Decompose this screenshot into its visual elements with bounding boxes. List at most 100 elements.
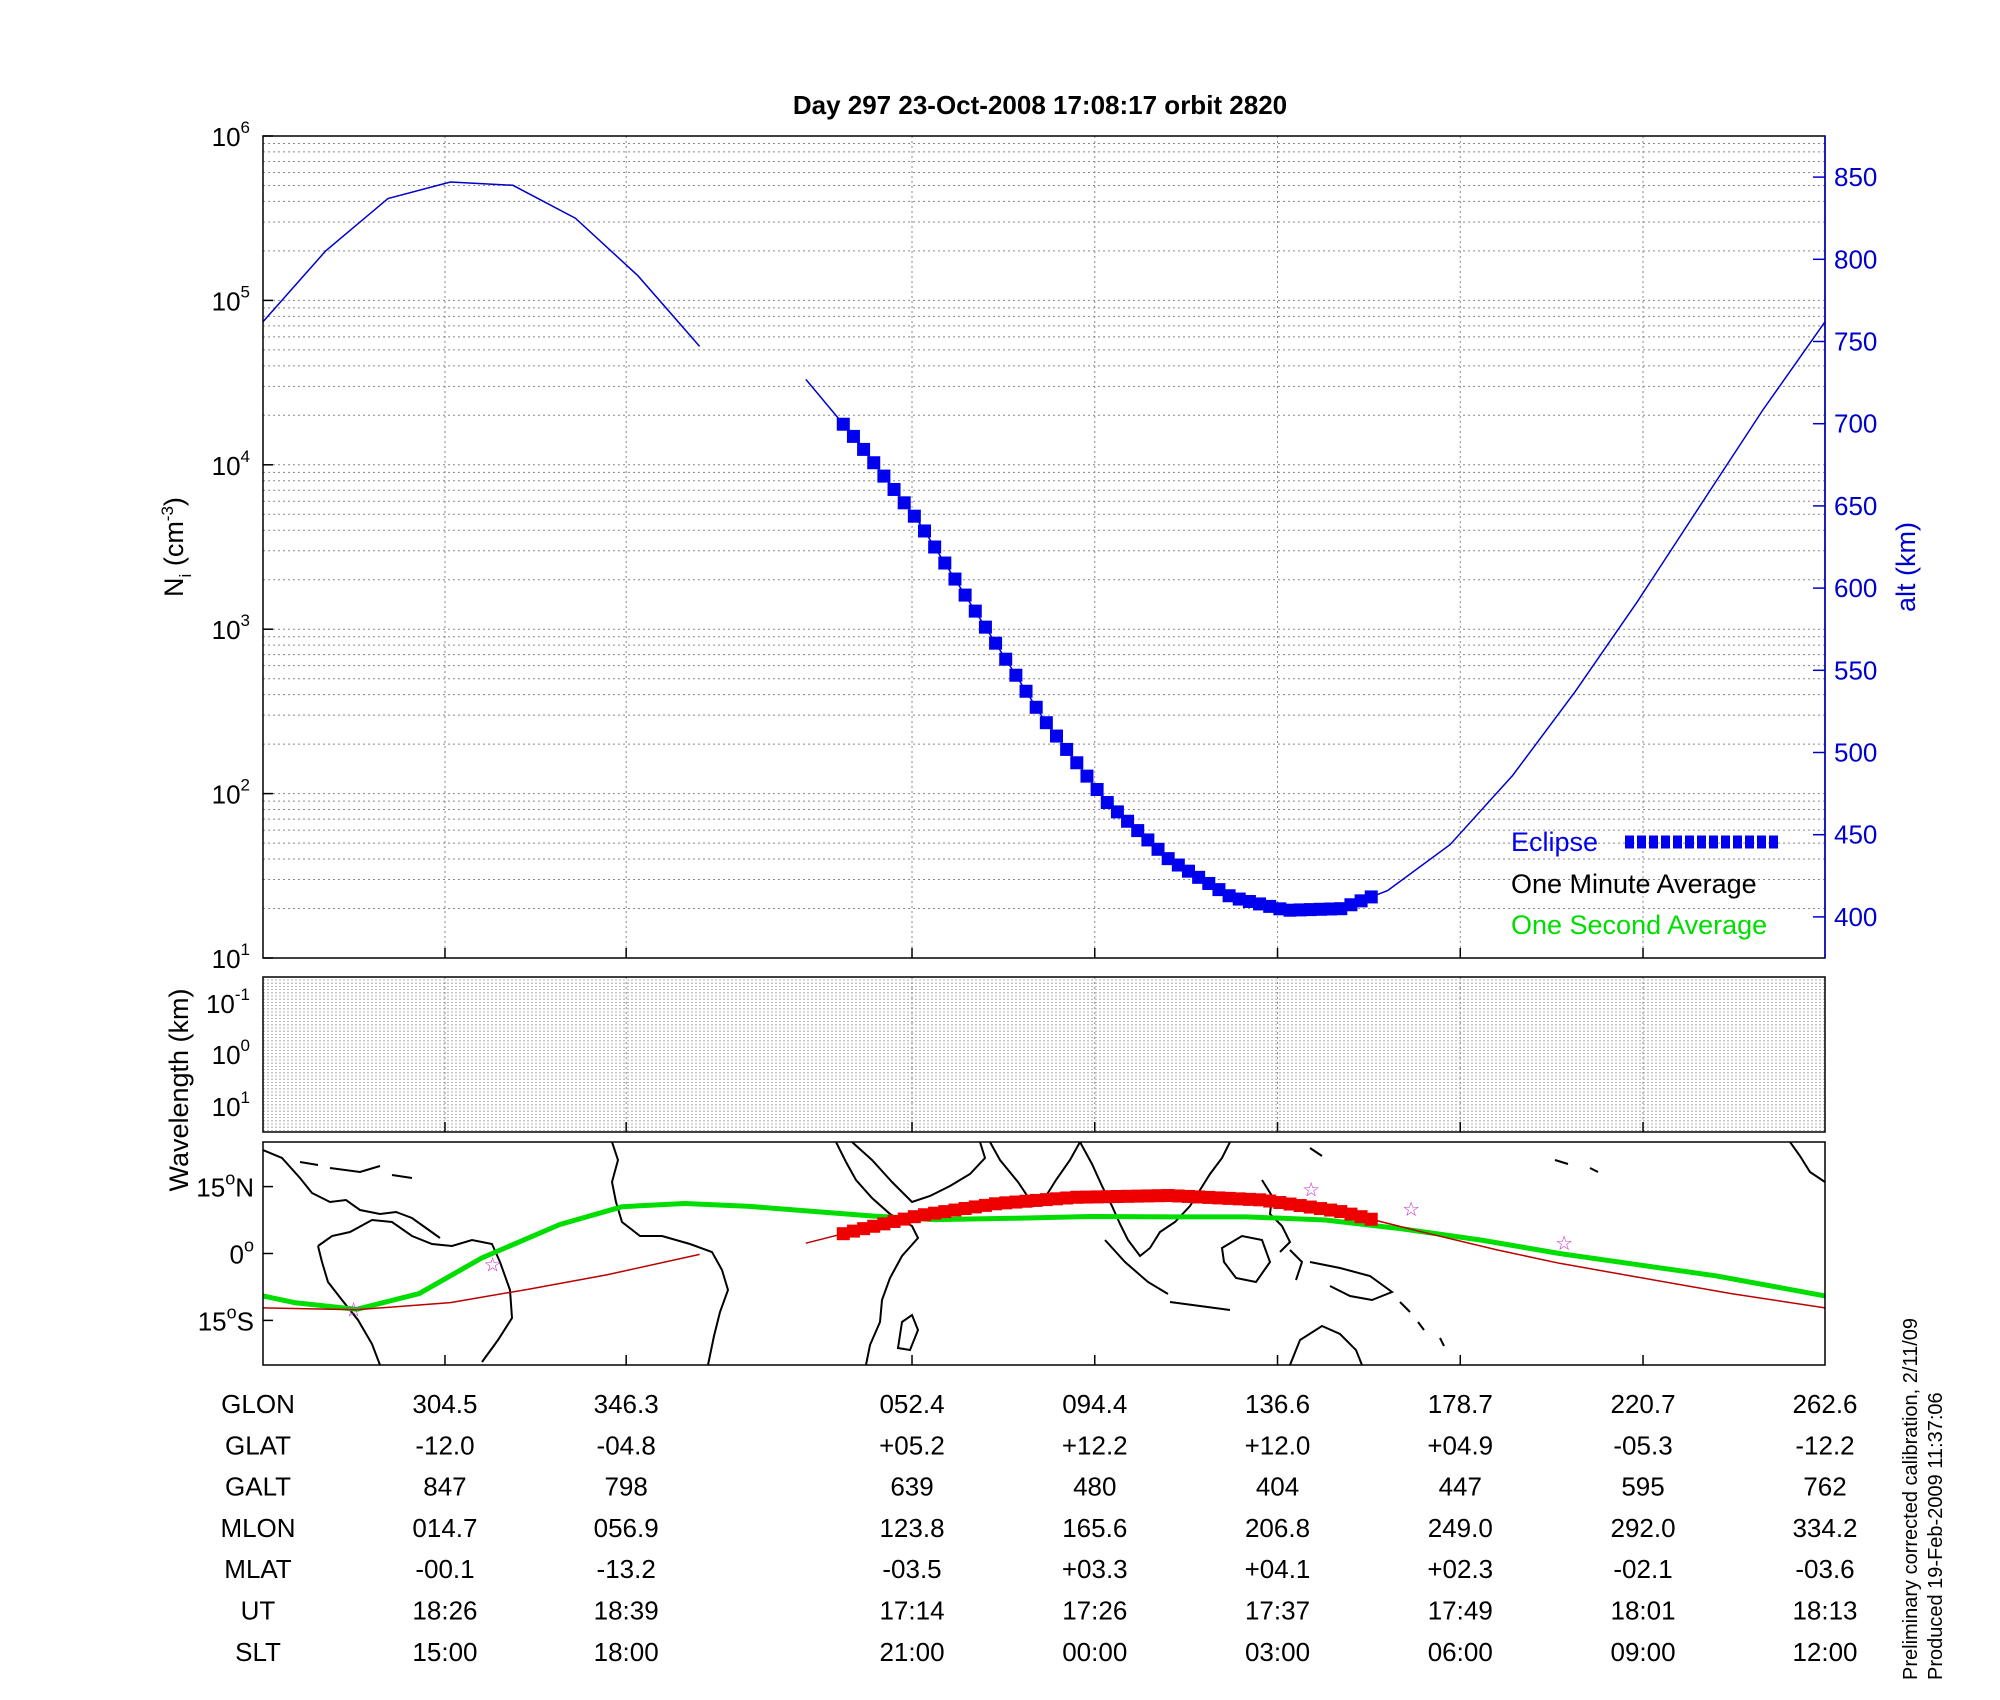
tick-base: 10 [212, 1092, 241, 1122]
map-y-tick-label: 15oS [198, 1302, 254, 1336]
map-eclipse-marker [897, 1212, 911, 1226]
eclipse-marker [968, 604, 982, 618]
tick-exponent: 4 [241, 447, 250, 466]
table-cell: 178.7 [1428, 1389, 1493, 1419]
table-cell: +12.0 [1245, 1430, 1311, 1460]
map-eclipse-marker [928, 1206, 942, 1220]
table-cell: 220.7 [1610, 1389, 1675, 1419]
tick-exponent: 1 [241, 940, 250, 959]
altitude-y-label: alt (km) [1891, 522, 1921, 612]
eclipse-marker [1161, 852, 1175, 866]
table-cell: 014.7 [412, 1513, 477, 1543]
eclipse-marker [1324, 902, 1338, 916]
map-eclipse-marker [1151, 1189, 1165, 1203]
eclipse-marker [1049, 729, 1063, 743]
sumatra-java [1104, 1239, 1231, 1311]
map-y-tick-label: 0o [230, 1236, 254, 1270]
map-eclipse-marker [1060, 1191, 1074, 1205]
map-eclipse-marker [1202, 1190, 1216, 1204]
tick-exponent: 5 [241, 282, 250, 301]
star-icon: ☆ [1402, 1197, 1420, 1221]
altitude-y-tick-label: 400 [1834, 902, 1877, 932]
table-row-label: GLON [221, 1389, 295, 1419]
table-cell: +04.1 [1245, 1554, 1311, 1584]
map-eclipse-marker [1222, 1191, 1236, 1205]
density-y-tick-label: 104 [212, 447, 250, 481]
tick-base: 10 [212, 1040, 241, 1070]
altitude-y-ticks: 400 450 500 550 600 650 700 750 800 850 [1813, 162, 1877, 932]
map-eclipse-marker [887, 1214, 901, 1228]
table-cell: 06:00 [1428, 1637, 1493, 1667]
table-cell: +03.3 [1062, 1554, 1128, 1584]
table-cell: 206.8 [1245, 1513, 1310, 1543]
altitude-curve [262, 181, 701, 347]
south-america-coast [317, 1218, 514, 1365]
eclipse-marker [989, 636, 1003, 650]
table-row-label: GALT [225, 1472, 291, 1502]
star-icon: ☆ [484, 1253, 502, 1277]
altitude-y-tick-label: 800 [1834, 244, 1877, 274]
eclipse-marker [1019, 684, 1033, 698]
tick-base: 10 [212, 944, 241, 974]
legend-eclipse-label: Eclipse [1511, 827, 1598, 857]
density-y-label-base: N [159, 577, 189, 597]
altitude-y-tick-label: 700 [1834, 409, 1877, 439]
eclipse-marker [1242, 894, 1256, 908]
eclipse-marker [1313, 902, 1327, 916]
wavelength-y-tick-label: 10-1 [206, 985, 250, 1019]
central-america-coast [263, 1149, 441, 1239]
table-cell: 447 [1439, 1472, 1482, 1502]
eclipse-marker [1334, 902, 1348, 916]
table-cell: 639 [890, 1472, 933, 1502]
eclipse-marker [846, 429, 860, 443]
map-eclipse-marker [1313, 1202, 1327, 1216]
table-cell: -05.3 [1613, 1430, 1672, 1460]
map-eclipse-marker [1171, 1189, 1185, 1203]
eclipse-marker [836, 417, 850, 431]
map-eclipse-marker [1090, 1190, 1104, 1204]
table-cell: 09:00 [1610, 1637, 1675, 1667]
eclipse-marker [877, 469, 891, 483]
density-y-tick-label: 101 [212, 940, 250, 974]
eclipse-marker [907, 509, 921, 523]
table-cell: 249.0 [1428, 1513, 1493, 1543]
table-cell: 056.9 [594, 1513, 659, 1543]
eclipse-marker [1171, 858, 1185, 872]
legend-minute-label: One Minute Average [1511, 869, 1757, 899]
tick-base: 10 [206, 989, 235, 1019]
eclipse-marker [1344, 898, 1358, 912]
tick-exponent: 6 [241, 118, 250, 137]
eclipse-marker [887, 482, 901, 496]
ephemeris-table: GLON 304.5 346.3 052.4 094.4 136.6 178.7 220.7 2… [220, 1389, 1857, 1667]
madagascar [896, 1313, 920, 1352]
eclipse-marker [1222, 889, 1236, 903]
map-eclipse-marker [1100, 1190, 1114, 1204]
table-cell: 00:00 [1062, 1637, 1127, 1667]
table-cell: 18:39 [594, 1596, 659, 1626]
density-y-label-close: ) [159, 497, 189, 506]
eclipse-marker [1212, 883, 1226, 897]
chart-title: Day 297 23-Oct-2008 17:08:17 orbit 2820 [793, 90, 1287, 120]
map-eclipse-marker [1161, 1189, 1175, 1203]
table-row-label: UT [241, 1596, 276, 1626]
map-eclipse-marker [1303, 1200, 1317, 1214]
altitude-y-tick-label: 550 [1834, 655, 1877, 685]
map-eclipse-marker [1070, 1190, 1084, 1204]
tick-exponent: 2 [241, 776, 250, 795]
table-cell: +04.9 [1427, 1430, 1493, 1460]
produced-note: Produced 19-Feb-2009 11:37:06 [1925, 1392, 1947, 1680]
tick-exponent: 0 [241, 1036, 250, 1055]
table-cell: 123.8 [879, 1513, 944, 1543]
table-cell: 18:01 [1610, 1596, 1675, 1626]
table-cell: 12:00 [1792, 1637, 1857, 1667]
table-cell: -00.1 [415, 1554, 474, 1584]
wavelength-axes-frame [262, 976, 1826, 1133]
lat-value: 15 [198, 1306, 227, 1336]
eclipse-marker [1121, 814, 1135, 828]
calibration-note: Preliminary corrected calibration, 2/11/… [1900, 1318, 1922, 1680]
map-eclipse-marker [1049, 1192, 1063, 1206]
